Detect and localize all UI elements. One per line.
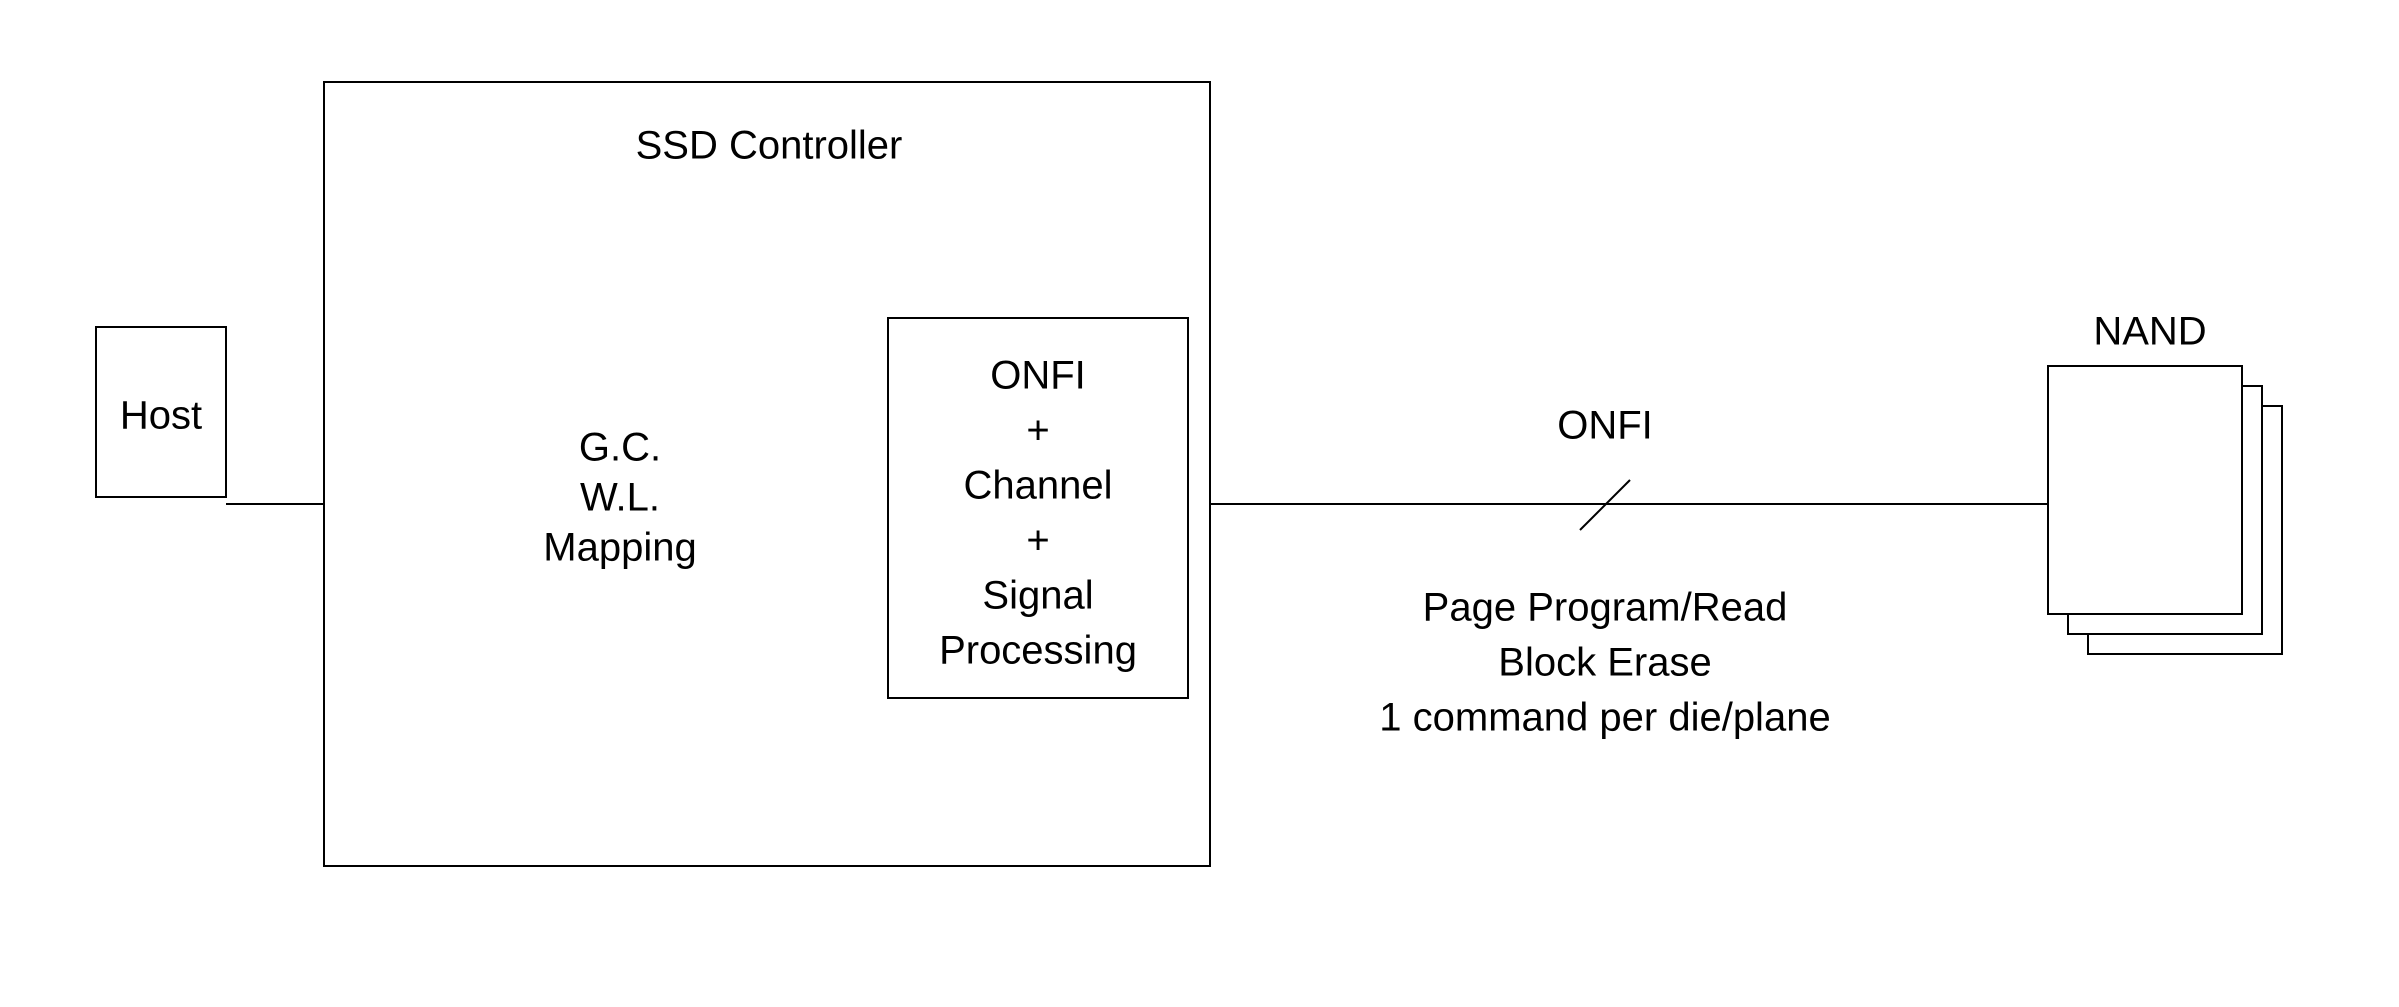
onfi-bus-desc-line-1: Block Erase	[1498, 641, 1711, 685]
onfi-channel-line-4: Signal	[982, 574, 1093, 618]
ssd-architecture-diagram: NAND SSD Controller G.C. W.L. Mapping ONFI + Ch…	[0, 0, 2399, 1007]
onfi-channel-line-1: +	[1026, 409, 1049, 453]
ssd-controller-title: SSD Controller	[636, 124, 903, 168]
onfi-channel-line-3: +	[1026, 519, 1049, 563]
nand-label: NAND	[2093, 310, 2206, 354]
onfi-bus-label: ONFI	[1557, 404, 1653, 448]
onfi-channel-line-0: ONFI	[990, 354, 1086, 398]
controller-func-line-0: G.C.	[579, 426, 661, 470]
controller-func-line-2: Mapping	[543, 526, 696, 570]
nand-chip-0	[2048, 366, 2242, 614]
host-label: Host	[120, 394, 202, 438]
onfi-bus-desc-line-2: 1 command per die/plane	[1379, 696, 1830, 740]
onfi-channel-line-2: Channel	[963, 464, 1112, 508]
onfi-bus-desc-line-0: Page Program/Read	[1423, 586, 1788, 630]
controller-func-line-1: W.L.	[580, 476, 660, 520]
onfi-channel-line-5: Processing	[939, 629, 1137, 673]
